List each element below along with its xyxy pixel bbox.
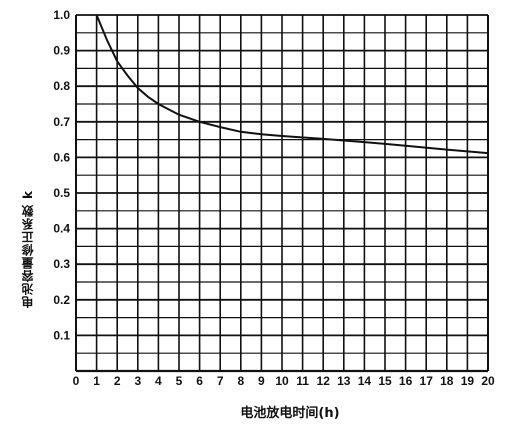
x-tick-label: 6	[196, 374, 203, 388]
y-axis-label: 电池容量修正系数 k	[21, 190, 35, 309]
x-tick-label: 20	[481, 374, 495, 388]
x-tick-label: 10	[275, 374, 289, 388]
x-tick-label: 8	[237, 374, 244, 388]
x-tick-label: 15	[378, 374, 392, 388]
series-line-k	[95, 14, 489, 155]
y-tick-label: 0.2	[53, 293, 70, 307]
y-tick-label: 1.0	[53, 8, 70, 22]
y-tick-label: 0.6	[53, 150, 70, 164]
x-tick-label: 3	[134, 374, 141, 388]
x-tick-label: 14	[358, 374, 372, 388]
y-tick-label: 0.3	[53, 257, 70, 271]
y-tick-label: 0.8	[53, 79, 70, 93]
x-tick-label: 12	[317, 374, 331, 388]
grid-lines	[75, 14, 489, 373]
x-axis-label: 电池放电时间(h)	[240, 406, 340, 421]
x-tick-label: 9	[258, 374, 265, 388]
y-tick-label: 0.5	[53, 186, 70, 200]
x-tick-label: 2	[114, 374, 121, 388]
x-tick-label: 0	[73, 374, 80, 388]
y-tick-labels: 0.1 0.2 0.3 0.4 0.5 0.6 0.7 0.8 0.9 1.0	[53, 8, 70, 342]
y-tick-label: 0.9	[53, 44, 70, 58]
y-tick-label: 0.1	[53, 328, 70, 342]
x-tick-label: 7	[217, 374, 224, 388]
y-tick-label: 0.4	[53, 222, 70, 236]
x-tick-label: 4	[155, 374, 162, 388]
x-tick-label: 11	[296, 374, 309, 388]
x-tick-label: 18	[440, 374, 454, 388]
x-tick-labels: 0 1 2 3 4 5 6 7 8 9 10 11 12 13 14 15 16 17 18 19 20	[73, 374, 495, 388]
x-tick-label: 19	[461, 374, 475, 388]
x-tick-label: 13	[337, 374, 351, 388]
x-tick-label: 16	[399, 374, 413, 388]
x-tick-label: 1	[93, 374, 100, 388]
y-tick-label: 0.7	[53, 115, 70, 129]
x-tick-label: 5	[176, 374, 183, 388]
x-tick-label: 17	[420, 374, 434, 388]
